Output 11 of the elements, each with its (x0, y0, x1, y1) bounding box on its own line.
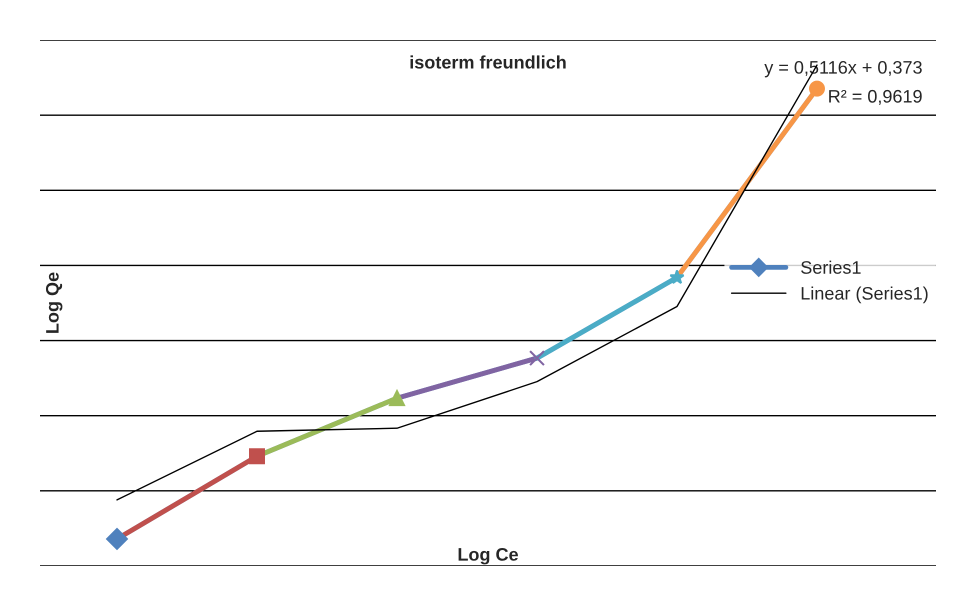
legend-label: Series1 (801, 260, 861, 274)
chart-title: isoterm freundlich (410, 55, 566, 69)
legend-label: Linear (Series1) (802, 286, 928, 304)
x-axis-title: Log Ce (458, 548, 518, 564)
y-axis-title: Log Qe (46, 272, 62, 333)
point (669, 269, 685, 284)
annotation: R² = 0,9619 (829, 90, 922, 105)
point (389, 390, 405, 406)
point (529, 350, 545, 366)
point (809, 80, 825, 97)
point (249, 448, 265, 464)
